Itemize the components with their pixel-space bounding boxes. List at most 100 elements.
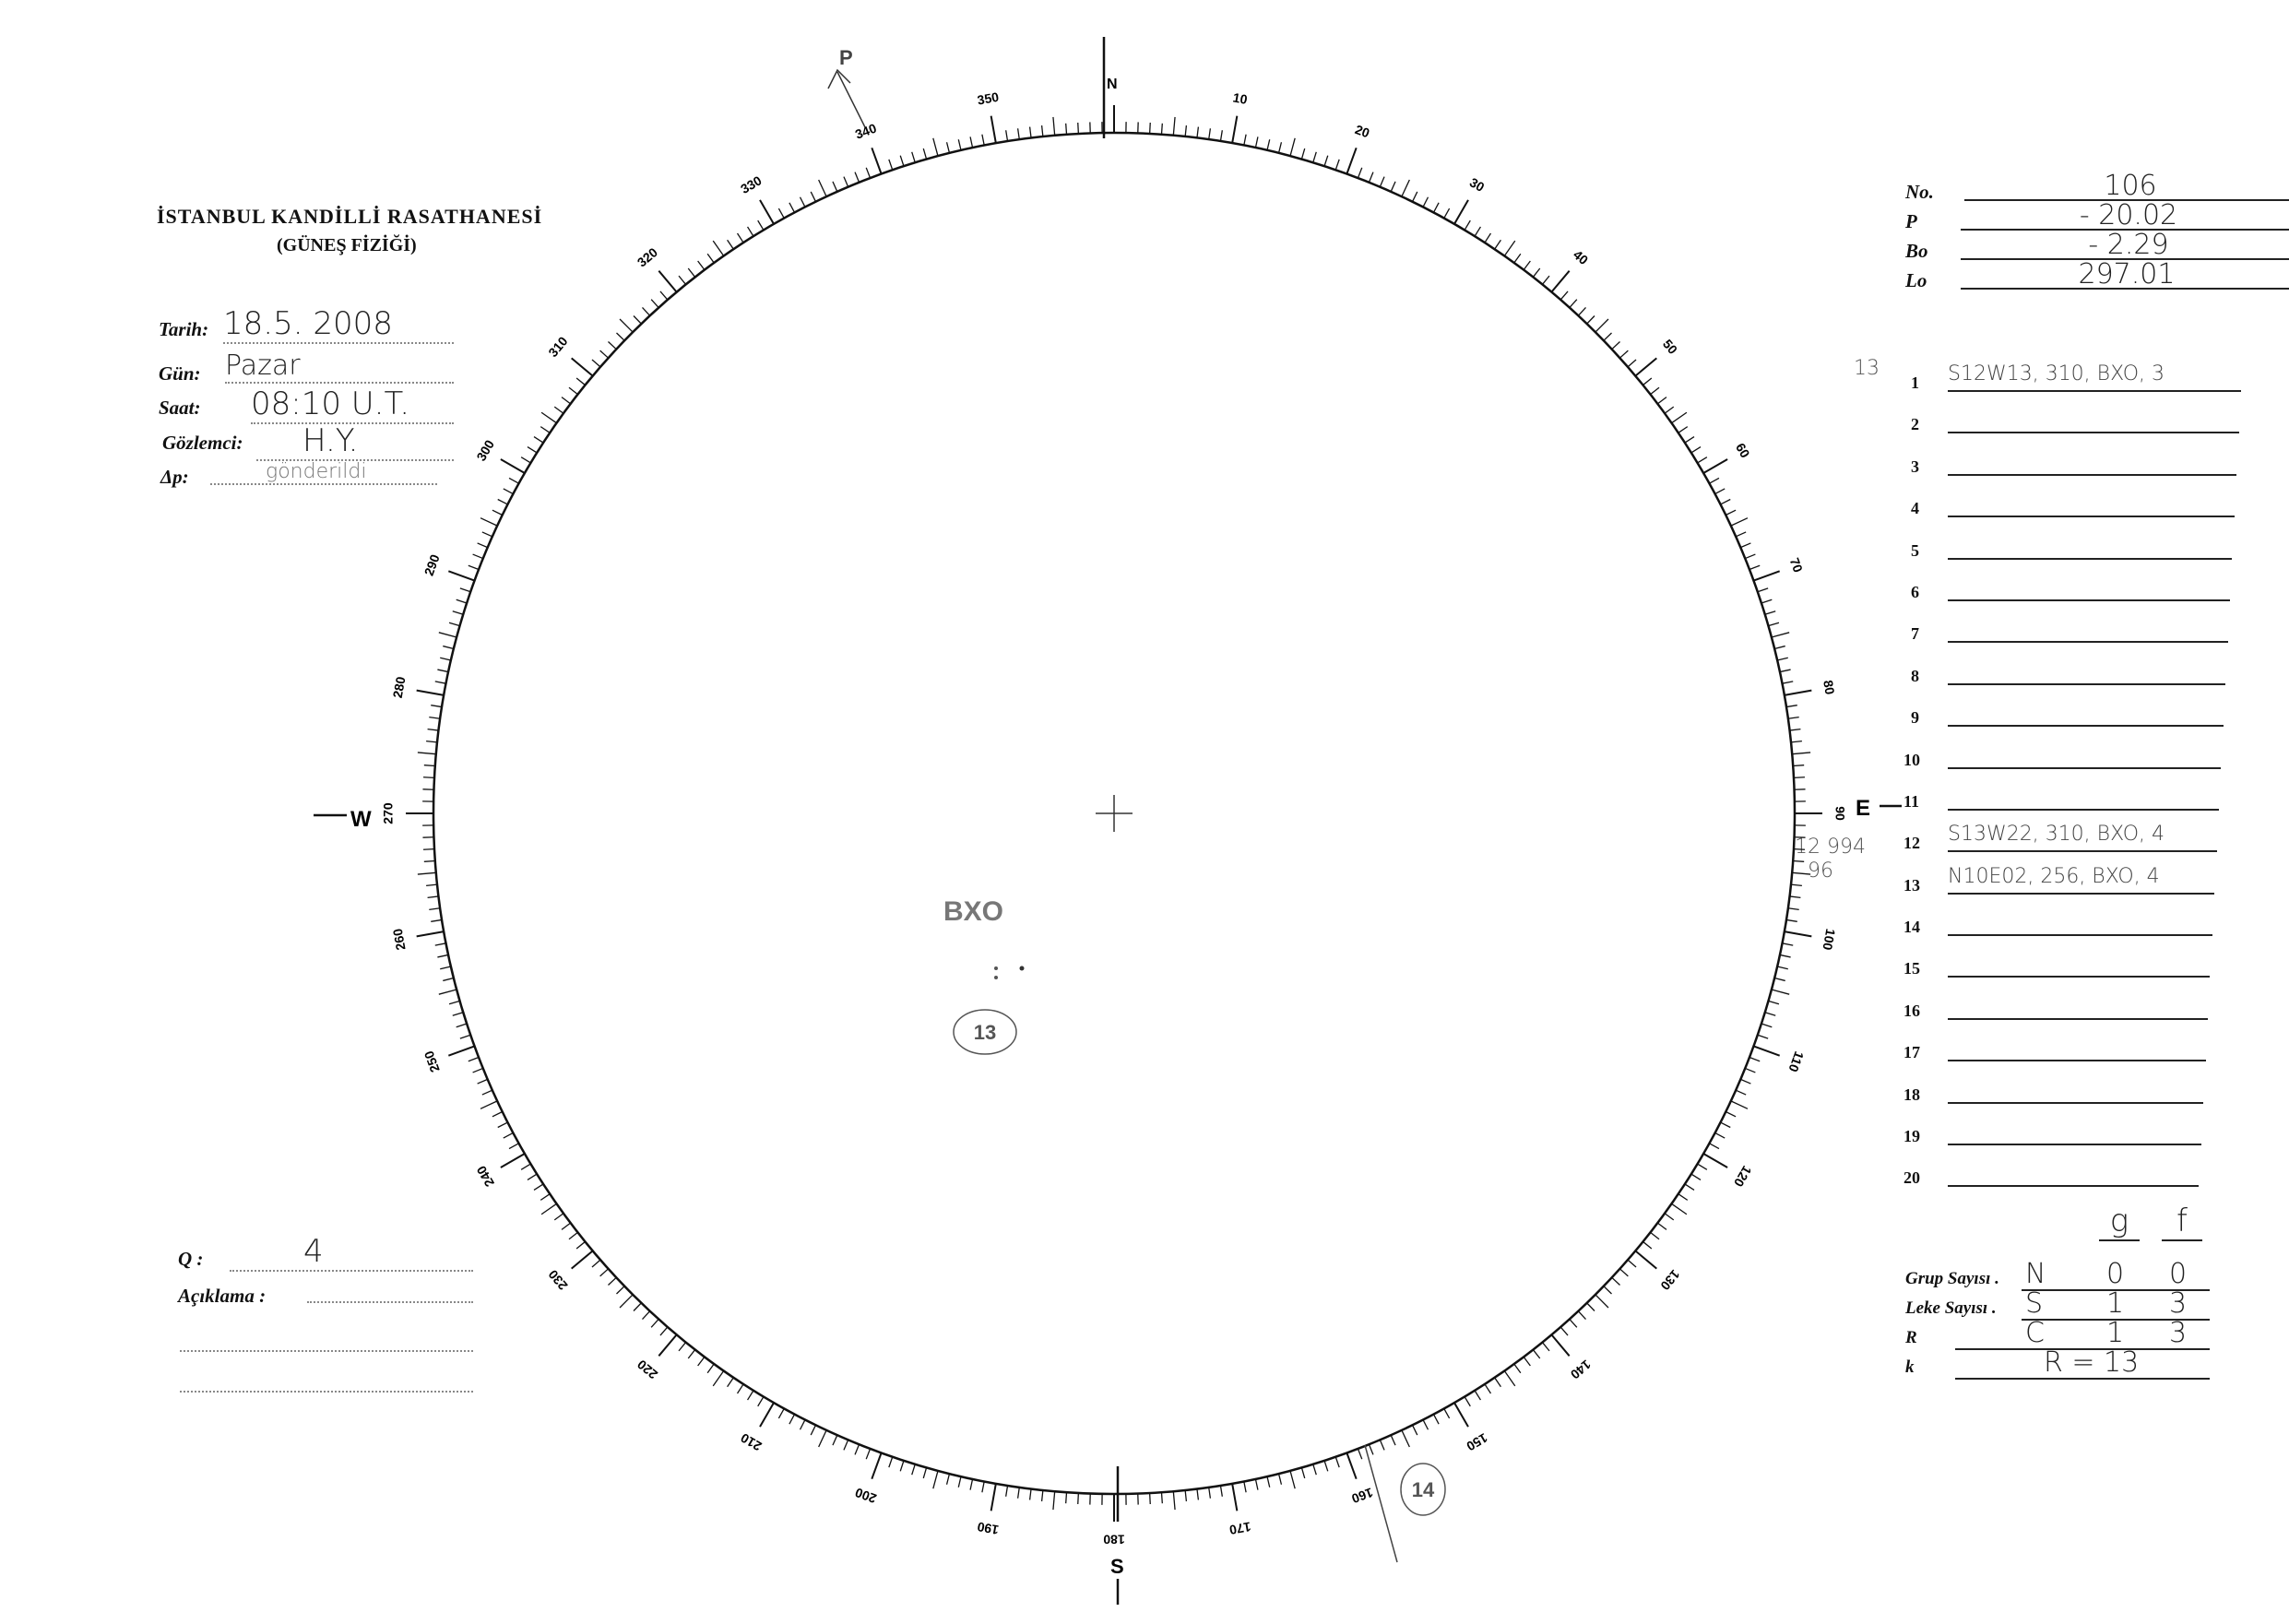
- degree-tick: [1196, 1488, 1200, 1500]
- degree-tick: [1720, 498, 1731, 505]
- degree-label: 340: [853, 121, 879, 142]
- degree-tick: [1028, 1488, 1032, 1500]
- group-row[interactable]: 20: [1835, 1168, 2241, 1210]
- degree-tick: [1484, 232, 1492, 243]
- degree-tick: [1735, 531, 1747, 538]
- degree-tick: [1773, 645, 1785, 650]
- degree-tick: [757, 219, 765, 231]
- aciklama-field[interactable]: Açıklama :: [178, 1285, 473, 1308]
- degree-tick: [427, 728, 439, 731]
- group-note: 96: [1808, 859, 1833, 883]
- degree-tick: [1254, 136, 1259, 148]
- degree-tick: [945, 1473, 951, 1485]
- degree-tick: [1474, 226, 1481, 237]
- group-row[interactable]: 10: [1835, 751, 2241, 792]
- degree-tick: [1664, 406, 1675, 414]
- degree-label: 270: [381, 802, 396, 824]
- group-row[interactable]: 16: [1835, 1002, 2241, 1043]
- degree-tick: [1052, 116, 1056, 136]
- limb-group-number: 14: [1412, 1478, 1435, 1501]
- group-row[interactable]: 14: [1835, 918, 2241, 959]
- group-row[interactable]: 12 994 12 S13W22, 310, BXO, 4: [1795, 823, 2241, 875]
- degree-tick: [932, 1470, 939, 1489]
- degree-tick: [697, 260, 706, 270]
- degree-tick: [1443, 1408, 1451, 1419]
- group-row[interactable]: 15: [1835, 959, 2241, 1001]
- degree-tick: [492, 509, 503, 516]
- degree-tick: [459, 1034, 471, 1039]
- group-row[interactable]: 2: [1835, 415, 2241, 456]
- sunspot: [994, 976, 998, 979]
- count-hemisphere: S: [2025, 1287, 2044, 1320]
- param-value: 297.01: [1961, 261, 2289, 290]
- degree-tick: [1005, 1485, 1009, 1497]
- degree-tick: [1040, 125, 1044, 137]
- group-row[interactable]: 7: [1835, 624, 2241, 666]
- degree-tick: [1052, 1491, 1056, 1511]
- q-field[interactable]: Q : 4: [178, 1233, 473, 1272]
- degree-tick: [1231, 115, 1239, 144]
- param-lo[interactable]: Lo 297.01: [1905, 261, 2289, 299]
- degree-tick: [697, 1357, 706, 1367]
- degree-tick: [1494, 239, 1501, 250]
- count-row[interactable]: Grup Sayısı . N 0 0: [1905, 1258, 2237, 1297]
- param-no[interactable]: No. 106: [1905, 172, 2289, 210]
- dp-field[interactable]: Δp: gönderildi: [160, 460, 456, 489]
- degree-tick: [448, 622, 460, 627]
- limb-marker-line: [1364, 1444, 1398, 1563]
- degree-tick: [468, 1056, 480, 1062]
- degree-tick: [1172, 1491, 1176, 1511]
- group-row[interactable]: 3: [1835, 457, 2241, 499]
- count-row[interactable]: k R = 13: [1905, 1346, 2237, 1385]
- group-row[interactable]: 4: [1835, 499, 2241, 540]
- group-row[interactable]: 19: [1835, 1127, 2241, 1168]
- degree-tick: [1619, 1268, 1629, 1277]
- degree-tick: [608, 1276, 617, 1286]
- count-row[interactable]: R C 1 3: [1905, 1317, 2237, 1356]
- degree-tick: [1357, 167, 1363, 179]
- degree-label: 100: [1820, 928, 1838, 952]
- group-number: 20: [1904, 1168, 1920, 1188]
- group-number: 13: [1904, 875, 1920, 895]
- degree-tick: [945, 142, 951, 154]
- degree-tick: [922, 1467, 928, 1479]
- degree-tick: [422, 776, 435, 779]
- degree-tick: [871, 1452, 883, 1480]
- aciklama-line: [307, 1301, 473, 1303]
- group-row[interactable]: 96 13 N10E02, 256, BXO, 4: [1808, 859, 2241, 918]
- degree-tick: [1277, 142, 1283, 154]
- degree-tick: [747, 1390, 754, 1401]
- degree-tick: [438, 989, 457, 995]
- degree-tick: [1627, 1259, 1637, 1268]
- group-row[interactable]: 6: [1835, 583, 2241, 624]
- degree-tick: [1411, 191, 1418, 202]
- gozlemci-field[interactable]: Gözlemci: H.Y.: [162, 422, 454, 461]
- saat-field[interactable]: Saat: 08:10 U.T.: [159, 385, 454, 424]
- group-number: 11: [1904, 791, 1920, 811]
- degree-tick: [438, 632, 457, 638]
- degree-tick: [571, 1250, 594, 1270]
- gun-label: Gün:: [159, 362, 201, 385]
- degree-label: 350: [976, 89, 1000, 108]
- tarih-field[interactable]: Tarih: 18.5. 2008: [159, 305, 454, 344]
- degree-tick: [1277, 1473, 1283, 1485]
- group-row[interactable]: 13 1 S12W13, 310, BXO, 3: [1835, 357, 2241, 415]
- count-row[interactable]: Leke Sayısı . S 1 3: [1905, 1287, 2237, 1326]
- group-row[interactable]: 11: [1835, 792, 2241, 834]
- group-row[interactable]: 8: [1835, 667, 2241, 708]
- degree-tick: [1684, 1183, 1695, 1191]
- gun-field[interactable]: Gün: Pazar: [159, 350, 454, 385]
- group-row[interactable]: 18: [1835, 1085, 2241, 1127]
- degree-tick: [468, 564, 480, 571]
- group-row[interactable]: 17: [1835, 1043, 2241, 1085]
- degree-tick: [1541, 275, 1550, 285]
- degree-tick: [1016, 128, 1020, 140]
- group-row[interactable]: 9: [1835, 708, 2241, 750]
- param-p[interactable]: P - 20.02: [1905, 202, 2289, 240]
- degree-tick: [429, 716, 441, 719]
- degree-label: 60: [1733, 441, 1753, 461]
- group-row[interactable]: 5: [1835, 541, 2241, 583]
- param-bo[interactable]: Bo - 2.29: [1905, 231, 2289, 269]
- degree-tick: [1464, 219, 1471, 231]
- degree-tick: [427, 895, 439, 899]
